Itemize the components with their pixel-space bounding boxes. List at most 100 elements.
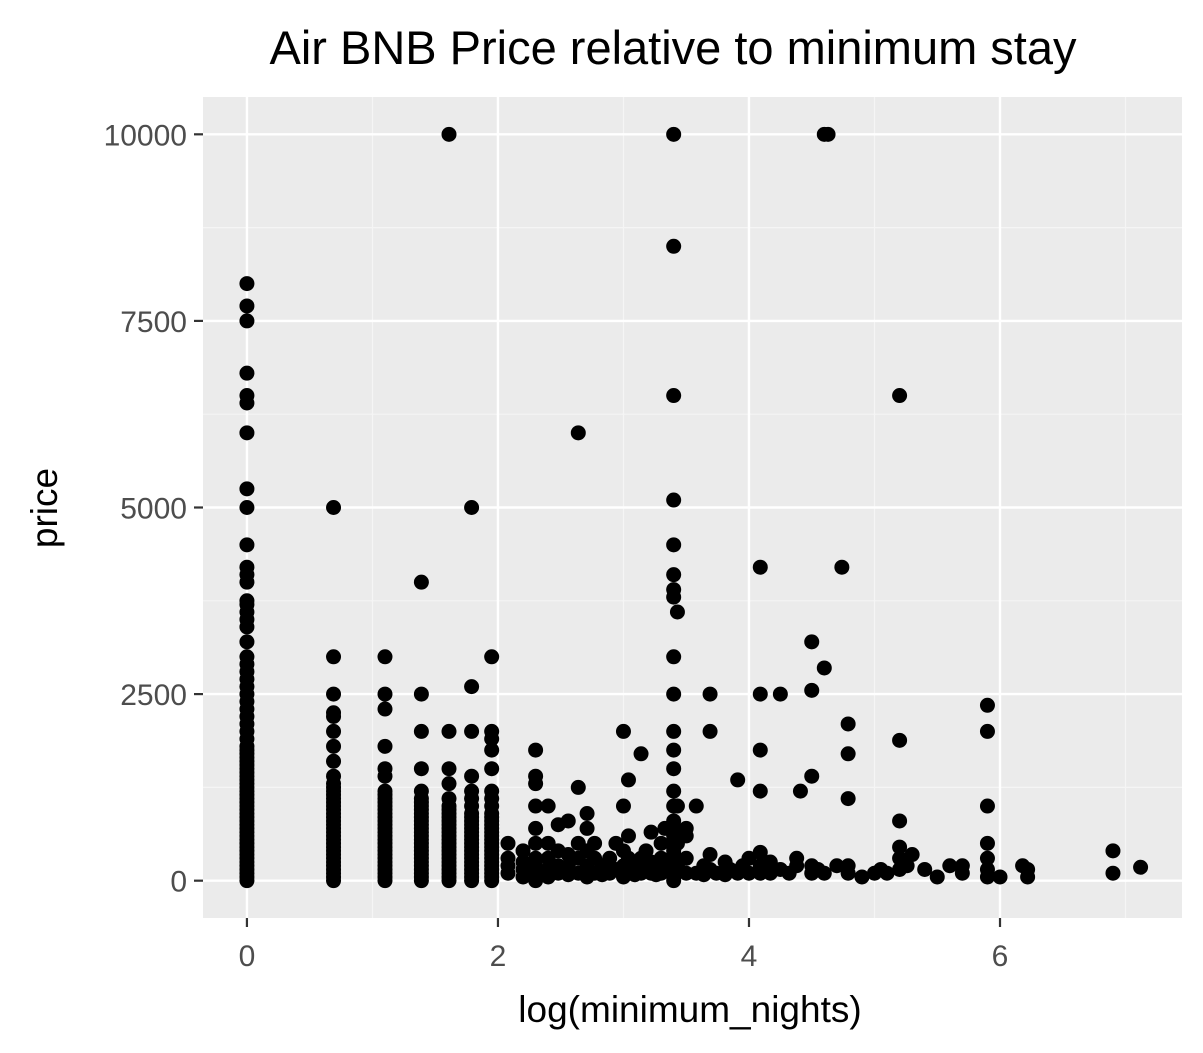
data-point (752, 783, 768, 799)
data-point (239, 500, 255, 515)
data-point (515, 843, 531, 859)
data-point (377, 738, 393, 754)
data-point (326, 649, 342, 665)
data-point (669, 798, 685, 814)
y-tick-label: 5000 (120, 493, 187, 526)
data-point (377, 649, 393, 665)
data-point (979, 798, 995, 814)
chart-title: Air BNB Price relative to minimum stay (269, 21, 1077, 74)
data-point (464, 783, 480, 799)
data-point (979, 697, 995, 713)
data-point (413, 761, 429, 777)
data-point (702, 847, 718, 863)
data-point (484, 761, 500, 777)
data-point (666, 813, 682, 829)
data-point (413, 686, 429, 702)
data-point (917, 861, 933, 877)
data-point (942, 858, 958, 874)
data-point (239, 649, 255, 665)
y-tick-label: 7500 (120, 306, 187, 339)
data-points (239, 126, 1149, 889)
data-point (688, 798, 704, 814)
data-point (239, 481, 255, 497)
data-point (464, 723, 480, 739)
data-point (413, 723, 429, 739)
data-point (954, 858, 970, 874)
data-point (413, 574, 429, 590)
data-point (326, 738, 342, 754)
x-axis: 0 2 4 6 (239, 918, 1009, 973)
data-point (666, 742, 682, 758)
x-tick-label: 6 (992, 940, 1009, 973)
data-point (602, 850, 618, 866)
data-point (377, 701, 393, 717)
data-point (666, 238, 682, 254)
y-axis: 0 2500 5000 7500 10000 (104, 119, 203, 899)
data-point (326, 768, 342, 784)
data-point (892, 732, 908, 748)
y-axis-title: price (24, 468, 65, 548)
data-point (441, 723, 457, 739)
data-point (730, 772, 746, 788)
data-point (666, 723, 682, 739)
data-point (239, 298, 255, 314)
data-point (326, 753, 342, 769)
data-point (570, 779, 586, 795)
data-point (666, 537, 682, 553)
data-point (528, 820, 544, 836)
data-point (892, 839, 908, 855)
data-point (1105, 843, 1121, 859)
data-point (377, 686, 393, 702)
data-point (528, 768, 544, 784)
data-point (484, 742, 500, 758)
data-point (904, 847, 920, 863)
data-point (326, 723, 342, 739)
data-point (840, 746, 856, 762)
data-point (666, 686, 682, 702)
x-tick-label: 4 (741, 940, 758, 973)
data-point (570, 425, 586, 441)
data-point (678, 820, 694, 836)
data-point (669, 604, 685, 620)
data-point (772, 686, 788, 702)
data-point (840, 858, 856, 874)
y-tick-label: 2500 (120, 679, 187, 712)
data-point (741, 865, 757, 881)
data-point (239, 313, 255, 329)
data-point (892, 388, 908, 404)
data-point (484, 649, 500, 665)
x-tick-label: 0 (239, 940, 256, 973)
x-tick-label: 2 (490, 940, 507, 973)
data-point (1133, 859, 1149, 875)
data-point (678, 850, 694, 866)
data-point (441, 776, 457, 792)
data-point (528, 742, 544, 758)
data-point (666, 126, 682, 142)
data-point (752, 742, 768, 758)
data-point (666, 649, 682, 665)
data-point (528, 835, 544, 851)
data-point (979, 835, 995, 851)
data-point (840, 791, 856, 807)
data-point (804, 634, 820, 650)
data-point (500, 835, 516, 851)
data-point (239, 593, 255, 609)
data-point (326, 500, 342, 515)
data-point (879, 865, 895, 881)
data-point (834, 559, 850, 575)
data-point (484, 783, 500, 799)
data-point (633, 746, 649, 762)
data-point (560, 813, 576, 829)
data-point (666, 761, 682, 777)
data-point (528, 798, 544, 814)
data-point (620, 828, 636, 844)
data-point (464, 679, 480, 695)
data-point (579, 806, 595, 822)
data-point (239, 388, 255, 404)
data-point (702, 723, 718, 739)
data-point (239, 365, 255, 381)
data-point (666, 582, 682, 598)
y-tick-label: 0 (170, 866, 187, 899)
